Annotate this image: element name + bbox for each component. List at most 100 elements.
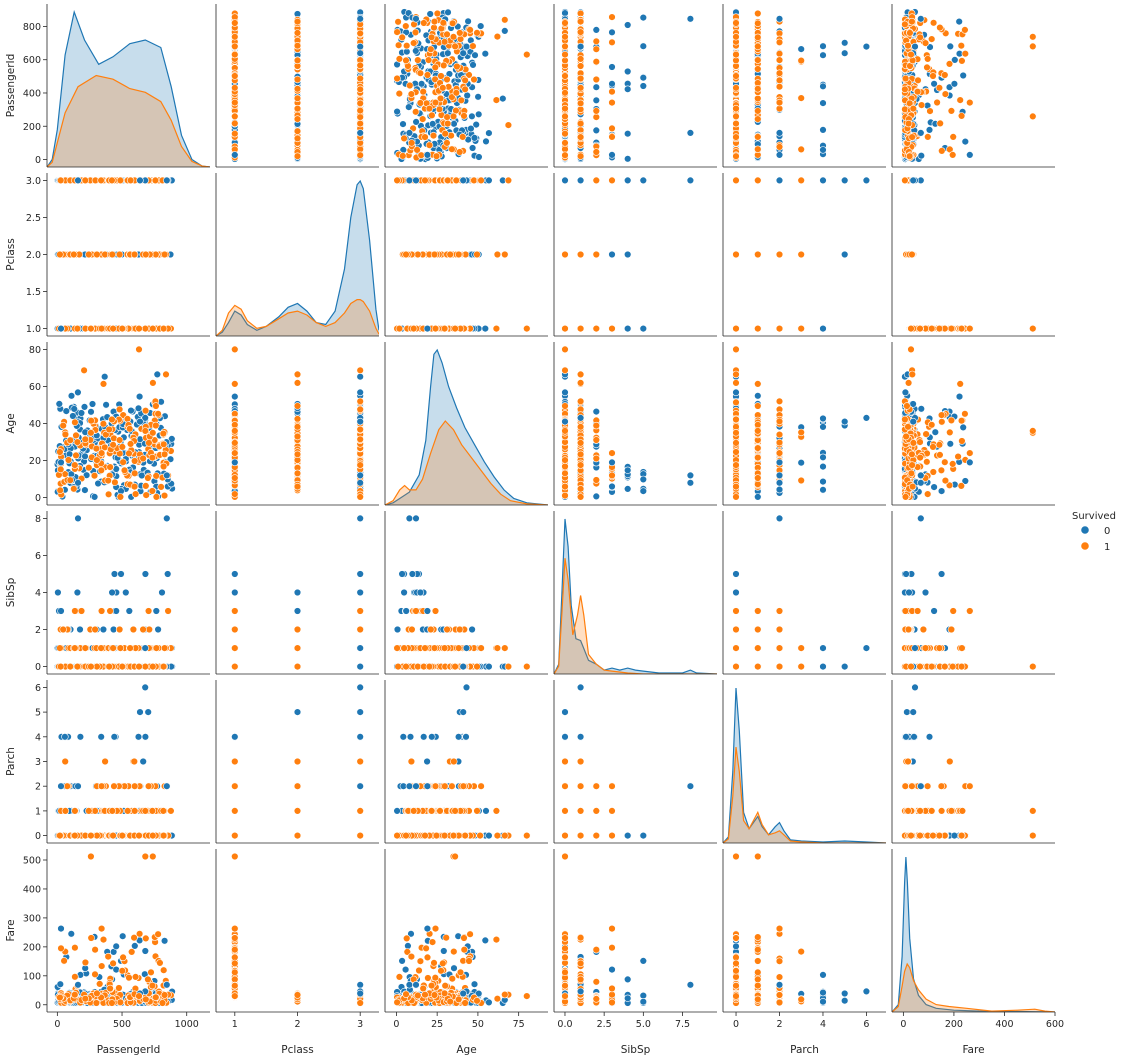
scatter-point-PassengerId-Age-392 bbox=[125, 425, 134, 433]
scatter-point-Parch-Pclass-145 bbox=[819, 324, 827, 333]
scatter-point-Pclass-PassengerId-377 bbox=[356, 99, 364, 108]
scatter-point-Fare-PassengerId-283 bbox=[926, 107, 934, 115]
scatter-point-PassengerId-Pclass-430 bbox=[74, 176, 82, 185]
scatter-point-Fare-PassengerId-303 bbox=[949, 133, 957, 141]
scatter-point-Parch-PassengerId-266 bbox=[754, 9, 762, 18]
scatter-point-PassengerId-Age-386 bbox=[56, 486, 64, 494]
scatter-point-Age-PassengerId-116 bbox=[469, 61, 477, 69]
x-tick-label-Parch-0: 0 bbox=[733, 1019, 739, 1030]
y-axis-label-PassengerId: PassengerId bbox=[5, 54, 17, 118]
scatter-point-PassengerId-Age-165 bbox=[81, 452, 89, 460]
scatter-point-PassengerId-Age-228 bbox=[90, 493, 99, 501]
scatter-point-PassengerId-Age-279 bbox=[80, 366, 88, 374]
scatter-point-Age-PassengerId-379 bbox=[449, 19, 457, 27]
scatter-point-Pclass-PassengerId-407 bbox=[231, 72, 239, 80]
panel-Pclass-vs-SibSp bbox=[553, 173, 717, 337]
scatter-point-Parch-Pclass-363 bbox=[797, 324, 805, 333]
scatter-point-Pclass-PassengerId-435 bbox=[231, 33, 239, 41]
panel-Pclass-vs-Age bbox=[384, 173, 548, 337]
scatter-point-PassengerId-Age-346 bbox=[115, 436, 124, 444]
scatter-point-Fare-PassengerId-434 bbox=[1029, 112, 1037, 121]
scatter-point-Parch-Pclass-204 bbox=[819, 176, 827, 185]
scatter-point-Age-PassengerId-437 bbox=[523, 50, 531, 59]
scatter-point-Fare-Pclass-421 bbox=[901, 176, 909, 185]
scatter-point-Age-Pclass-403 bbox=[414, 250, 422, 259]
scatter-point-PassengerId-Age-378 bbox=[120, 466, 129, 474]
scatter-point-SibSp-PassengerId-430 bbox=[686, 129, 695, 137]
scatter-point-SibSp-PassengerId-429 bbox=[576, 133, 585, 141]
scatter-point-SibSp-Pclass-428 bbox=[576, 250, 585, 259]
scatter-point-SibSp-PassengerId-240 bbox=[623, 67, 632, 76]
scatter-point-Age-PassengerId-354 bbox=[413, 146, 421, 154]
scatter-point-PassengerId-Pclass-316 bbox=[151, 176, 160, 185]
scatter-point-Fare-Pclass-411 bbox=[927, 324, 936, 333]
panel-marks-0-3 bbox=[561, 8, 695, 163]
scatter-point-SibSp-PassengerId-432 bbox=[576, 42, 585, 51]
scatter-point-PassengerId-Pclass-346 bbox=[115, 250, 124, 259]
scatter-point-Age-PassengerId-353 bbox=[443, 113, 451, 121]
scatter-point-Age-PassengerId-413 bbox=[427, 33, 436, 41]
scatter-point-Age-PassengerId-427 bbox=[402, 56, 410, 65]
scatter-point-Pclass-PassengerId-434 bbox=[231, 112, 239, 121]
scatter-point-PassengerId-Age-372 bbox=[61, 430, 70, 439]
scatter-point-Age-PassengerId-334 bbox=[402, 22, 410, 30]
scatter-point-Age-PassengerId-313 bbox=[493, 32, 502, 41]
scatter-point-Pclass-PassengerId-438 bbox=[231, 151, 239, 159]
scatter-point-PassengerId-Age-307 bbox=[102, 430, 110, 439]
scatter-point-SibSp-PassengerId-439 bbox=[608, 98, 616, 107]
scatter-point-SibSp-PassengerId-360 bbox=[576, 55, 585, 63]
scatter-point-Age-PassengerId-423 bbox=[400, 134, 408, 143]
scatter-point-Parch-Pclass-274 bbox=[797, 250, 805, 259]
y-tick-label-Parch-0: 0 bbox=[35, 831, 41, 842]
scatter-point-Pclass-PassengerId-424 bbox=[293, 41, 302, 50]
y-tick-label-SibSp-0: 0 bbox=[35, 662, 41, 673]
panel-PassengerId-vs-Parch bbox=[722, 4, 886, 168]
x-tick-label-Pclass-1: 2 bbox=[294, 1019, 300, 1030]
panel-marks-2-0 bbox=[53, 345, 176, 501]
scatter-point-Age-Pclass-312 bbox=[492, 324, 501, 333]
scatter-point-SibSp-PassengerId-353 bbox=[592, 113, 600, 121]
scatter-point-PassengerId-Age-206 bbox=[153, 370, 162, 379]
scatter-point-Age-Pclass-420 bbox=[446, 250, 454, 259]
scatter-point-PassengerId-Age-361 bbox=[99, 420, 108, 428]
scatter-point-SibSp-PassengerId-418 bbox=[561, 130, 569, 138]
scatter-point-SibSp-Pclass-132 bbox=[608, 250, 616, 259]
scatter-point-Fare-PassengerId-432 bbox=[911, 42, 919, 51]
scatter-point-Parch-Pclass-372 bbox=[754, 176, 762, 185]
scatter-point-Age-PassengerId-236 bbox=[468, 144, 477, 152]
scatter-point-Pclass-PassengerId-437 bbox=[231, 50, 239, 59]
scatter-point-Age-PassengerId-288 bbox=[469, 42, 477, 50]
scatter-point-SibSp-PassengerId-435 bbox=[561, 33, 569, 41]
scatter-point-Pclass-PassengerId-417 bbox=[356, 119, 364, 128]
scatter-point-Age-PassengerId-388 bbox=[394, 18, 402, 26]
scatter-point-PassengerId-Age-304 bbox=[90, 472, 99, 480]
kde-line-PassengerId-survived-1 bbox=[47, 74, 210, 167]
scatter-point-PassengerId-Pclass-409 bbox=[159, 324, 168, 333]
scatter-point-PassengerId-Pclass-428 bbox=[160, 250, 169, 259]
panel-marks-1-4 bbox=[732, 176, 871, 333]
scatter-point-Age-PassengerId-434 bbox=[449, 112, 458, 121]
panel-marks-1-0 bbox=[53, 176, 176, 333]
scatter-point-Age-PassengerId-273 bbox=[429, 131, 438, 140]
scatter-point-Age-PassengerId-417 bbox=[444, 119, 452, 128]
scatter-point-Age-Pclass-426 bbox=[440, 324, 449, 333]
scatter-point-Fare-PassengerId-421 bbox=[901, 85, 909, 94]
kde-line-PassengerId-survived-0 bbox=[47, 9, 210, 167]
scatter-point-Fare-Pclass-428 bbox=[908, 250, 916, 259]
scatter-point-Age-PassengerId-401 bbox=[419, 115, 427, 123]
scatter-point-SibSp-PassengerId-422 bbox=[576, 84, 585, 92]
scatter-point-SibSp-PassengerId-329 bbox=[608, 124, 616, 133]
y-axis-label-Age: Age bbox=[5, 413, 17, 433]
scatter-point-Parch-PassengerId-436 bbox=[754, 42, 762, 51]
scatter-point-Parch-PassengerId-382 bbox=[754, 107, 762, 115]
scatter-point-Age-PassengerId-431 bbox=[412, 15, 420, 23]
scatter-point-PassengerId-Age-403 bbox=[131, 469, 139, 477]
scatter-point-PassengerId-Age-391 bbox=[104, 490, 113, 498]
scatter-point-PassengerId-Age-192 bbox=[87, 408, 95, 416]
scatter-point-Age-PassengerId-286 bbox=[411, 28, 420, 37]
x-tick-label-Fare-2: 400 bbox=[995, 1019, 1013, 1030]
scatter-point-Fare-PassengerId-417 bbox=[904, 119, 913, 128]
y-tick-label-SibSp-2: 4 bbox=[35, 588, 41, 599]
x-tick-label-PassengerId-2: 1000 bbox=[175, 1019, 199, 1030]
scatter-point-Parch-PassengerId-438 bbox=[775, 151, 784, 159]
